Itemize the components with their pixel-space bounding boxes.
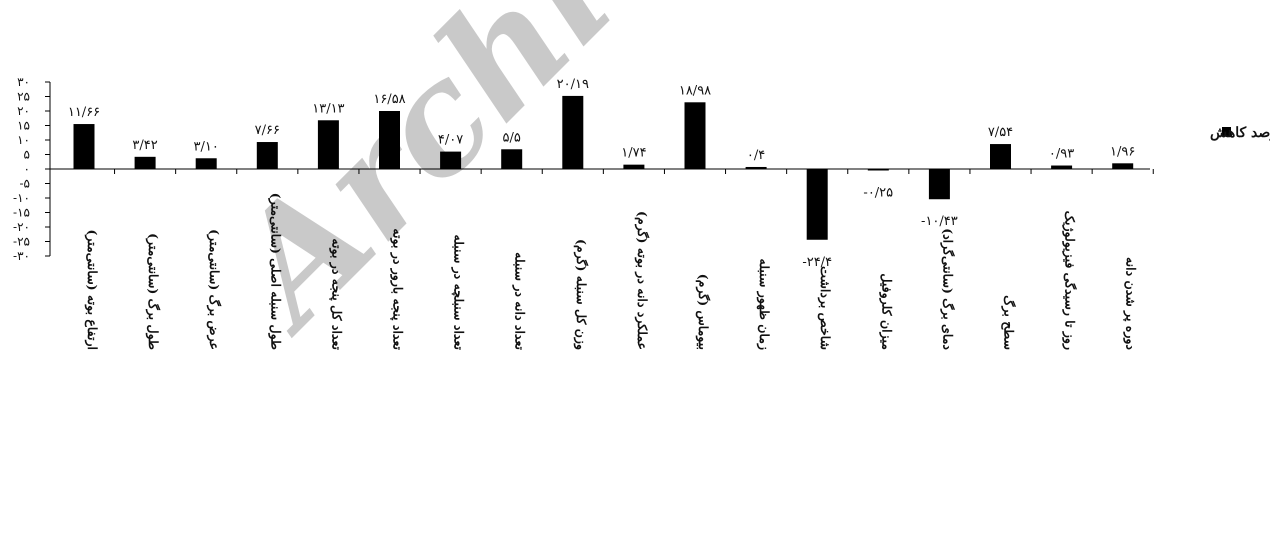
y-tick-label: -۳۰ — [13, 249, 30, 263]
category-label: تعداد کل پنجه در بوته — [328, 238, 344, 350]
category-label: عرض برگ (سانتی‌متر) — [206, 229, 223, 350]
data-label: ۱۳/۱۳ — [312, 101, 344, 116]
bar — [440, 151, 462, 169]
data-label: ۳/۱۰ — [194, 139, 219, 154]
y-tick-label: ۰ — [24, 162, 30, 176]
data-label: ۲۰/۱۹ — [557, 77, 589, 92]
category-label: میزان کلروفیل — [878, 273, 894, 350]
category-label: زمان ظهور سنبله — [756, 259, 772, 351]
legend-label: درصد کاهش — [1210, 125, 1270, 141]
bar — [928, 169, 950, 200]
bar — [134, 156, 156, 169]
bar — [379, 111, 400, 169]
bar — [867, 169, 889, 171]
bar — [562, 95, 584, 169]
data-labels: ۱۱/۶۶ ۳/۴۲ ۳/۱۰ ۷/۶۶ ۱۳/۱۳ ۱۶/۵۸ ۴/۰۷ ۵/۵ ۲۰/۱۹ ۱… — [68, 77, 1136, 270]
data-label: ۱/۹۶ — [1110, 144, 1135, 159]
y-tick-label: ۳۰ — [17, 75, 30, 89]
y-tick-label: -۲۰ — [13, 220, 30, 234]
bar — [195, 158, 217, 169]
category-label: دمای برگ (سانتی‌گراد) — [939, 228, 956, 350]
category-labels: ارتفاع بوته (سانتی‌متر) طول برگ (سانتی‌مت… — [84, 169, 1154, 351]
data-label: -۲۴/۴ — [802, 255, 832, 270]
legend: درصد کاهش — [1210, 125, 1270, 141]
bar — [1112, 163, 1134, 169]
category-label: تعداد پنجه بارور در بوته — [390, 228, 406, 350]
y-tick-label: ۵ — [24, 148, 30, 162]
data-label: ۱۸/۹۸ — [679, 83, 711, 98]
data-label: ۷/۵۴ — [988, 125, 1013, 140]
bar — [684, 102, 706, 169]
category-label: وزن کل سنبله (گرم) — [573, 239, 590, 350]
data-label: ۱۱/۶۶ — [68, 105, 100, 120]
y-tick-label: ۲۵ — [17, 90, 30, 104]
y-tick-label: -۲۵ — [13, 235, 30, 249]
category-label: تعداد دانه در سنبله — [512, 252, 528, 350]
y-tick-label: -۱۵ — [13, 206, 30, 220]
bar — [990, 144, 1011, 169]
category-label: شاخص برداشت — [817, 266, 833, 350]
y-tick-label: ۱۵ — [17, 119, 30, 133]
category-label: تعداد سنبلچه در سنبله — [451, 234, 467, 350]
category-label: بیوماس (گرم) — [695, 274, 712, 350]
data-label: ۱۶/۵۸ — [373, 92, 405, 107]
category-label: عملکرد دانه در بوته (گرم) — [634, 211, 651, 350]
category-label: سطح برگ — [1001, 295, 1018, 350]
category-label: طول سنبله اصلی (سانتی‌متر) — [267, 193, 283, 350]
y-tick-label: ۱۰ — [17, 133, 30, 147]
y-tick-label: -۵ — [20, 177, 31, 191]
bar — [501, 149, 523, 169]
bar — [623, 164, 645, 169]
y-tick-label: ۲۰ — [17, 104, 30, 118]
bar — [806, 169, 828, 240]
bar — [745, 166, 767, 169]
category-label: دوره پر شدن دانه — [1123, 257, 1139, 350]
y-tick-label: -۱۰ — [13, 191, 30, 205]
bar — [73, 124, 95, 169]
data-label: ۴/۰۷ — [438, 133, 463, 148]
data-label: -۰/۲۵ — [863, 185, 893, 200]
data-label: ۳/۴۲ — [132, 138, 157, 153]
bar — [317, 120, 339, 169]
data-label: -۱۰/۴۳ — [921, 214, 958, 229]
bar — [1051, 165, 1073, 169]
data-label: ۱/۷۴ — [621, 146, 646, 161]
data-label: ۷/۶۶ — [255, 123, 280, 138]
data-label: ۰/۴ — [747, 148, 765, 163]
bar — [256, 142, 278, 169]
bars — [73, 95, 1134, 240]
category-label: ارتفاع بوته (سانتی‌متر) — [84, 229, 100, 350]
data-label: ۰/۹۳ — [1049, 147, 1074, 162]
category-label: روز تا رسیدگی فیزیولوژیک — [1062, 211, 1079, 350]
legend-swatch — [1222, 127, 1231, 136]
data-label: ۵/۵ — [503, 130, 521, 145]
category-label: طول برگ (سانتی‌متر) — [145, 233, 162, 350]
